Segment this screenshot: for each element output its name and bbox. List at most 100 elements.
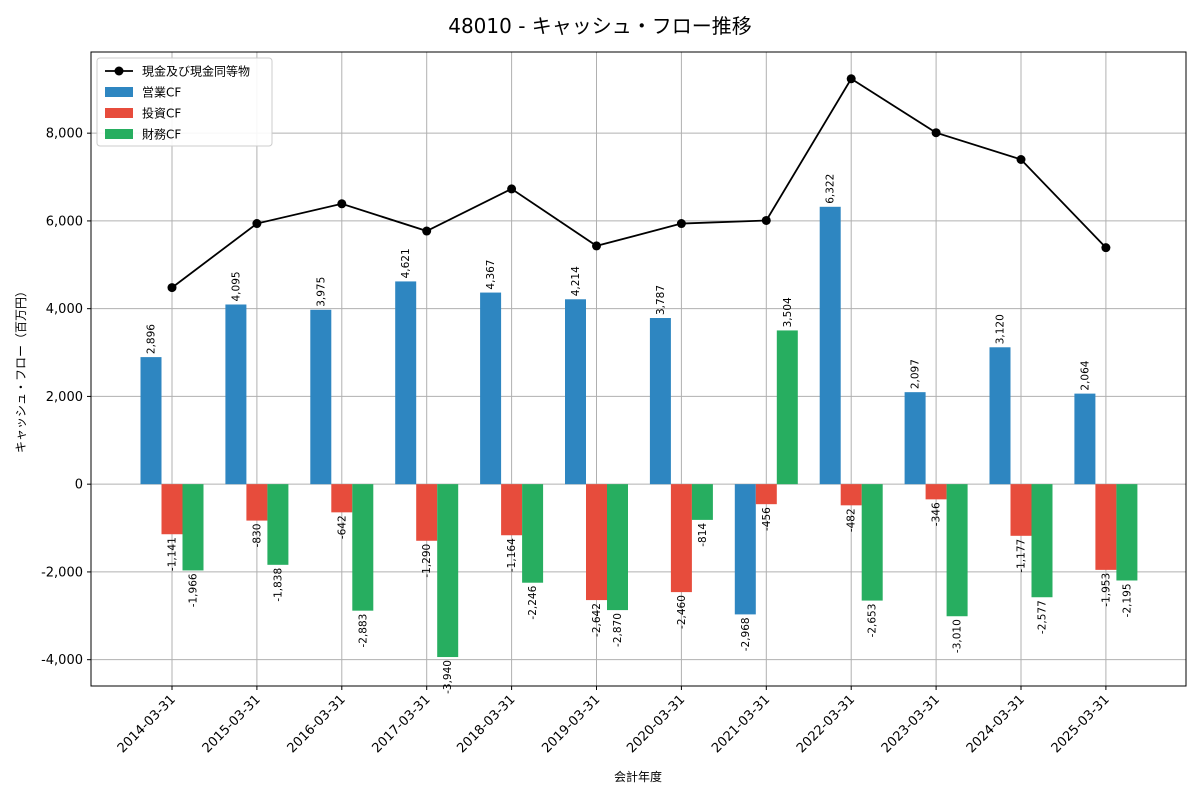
legend-swatch xyxy=(105,108,133,118)
bar-value-label: 4,367 xyxy=(485,260,497,290)
legend-marker xyxy=(114,66,124,76)
bar-value-label: -2,653 xyxy=(867,604,879,638)
bar-value-label: 4,214 xyxy=(570,266,582,296)
bar-value-label: -814 xyxy=(697,523,709,547)
bar-value-label: 2,064 xyxy=(1079,360,1091,390)
bar xyxy=(225,304,247,485)
legend-label: 営業CF xyxy=(142,86,181,100)
bar-value-label: -2,883 xyxy=(357,614,369,648)
bar-value-label: -2,246 xyxy=(527,585,539,619)
bar-value-label: 2,097 xyxy=(910,359,922,389)
cash-line xyxy=(171,77,1107,289)
plot-frame xyxy=(90,51,1187,687)
bar-value-label: -482 xyxy=(846,508,858,532)
x-tick-label: 2016-03-31 xyxy=(285,692,349,756)
x-axis-title: 会計年度 xyxy=(614,769,662,784)
bar xyxy=(161,484,183,535)
bar-value-label: -2,968 xyxy=(740,617,752,651)
bar-value-label: 6,322 xyxy=(825,174,837,204)
bar-value-label: 3,787 xyxy=(655,285,667,315)
cash-point xyxy=(167,283,177,293)
bar-value-label: -2,577 xyxy=(1037,600,1049,634)
legend-box xyxy=(96,57,273,147)
bar-value-label: -456 xyxy=(761,507,773,531)
bar xyxy=(565,299,586,485)
bar xyxy=(437,484,459,658)
bar-value-label: -2,642 xyxy=(591,603,603,637)
bar xyxy=(182,484,204,571)
bar xyxy=(1031,484,1053,598)
y-tick-label: -2,000 xyxy=(41,565,83,580)
bar-value-label: -1,966 xyxy=(188,573,200,607)
x-tick-label: 2019-03-31 xyxy=(539,692,603,756)
bar-value-label: -642 xyxy=(336,515,348,539)
bar-value-label: -1,953 xyxy=(1100,573,1112,607)
bar xyxy=(691,484,713,520)
bar xyxy=(395,281,417,485)
y-tick-label: 8,000 xyxy=(46,127,83,142)
x-tick-label: 2023-03-31 xyxy=(879,692,943,756)
cash-point xyxy=(337,199,347,209)
bar xyxy=(1116,484,1138,581)
bar xyxy=(755,484,777,505)
bar xyxy=(925,484,947,500)
bar xyxy=(670,484,692,593)
cash-point xyxy=(761,215,771,225)
cash-point xyxy=(676,219,686,229)
cash-point xyxy=(507,184,517,194)
bar-value-label: -3,010 xyxy=(952,619,964,653)
x-tick-label: 2017-03-31 xyxy=(369,692,433,756)
bar xyxy=(607,484,628,611)
bar xyxy=(776,330,798,485)
label-layer: 2,896 4,095 3,975 4,621 4,367 4,214 3,787 -2,96… xyxy=(146,174,1134,694)
bar-value-label: -1,838 xyxy=(272,568,284,602)
y-axis-title: キャッシュ・フロー（百万円） xyxy=(14,285,28,453)
x-tick-label: 2021-03-31 xyxy=(709,692,773,756)
bar xyxy=(904,392,926,485)
legend-label: 財務CF xyxy=(142,127,181,142)
cash-point xyxy=(592,241,601,251)
bar-value-label: -2,460 xyxy=(676,595,688,629)
cash-point xyxy=(422,226,432,236)
legend-swatch xyxy=(105,87,133,97)
legend-label: 投資CF xyxy=(142,106,181,121)
bar xyxy=(352,484,374,611)
x-tick-label: 2020-03-31 xyxy=(624,692,688,756)
bar-layer xyxy=(140,206,1138,658)
bar-value-label: -1,177 xyxy=(1016,539,1028,573)
bar xyxy=(946,484,968,617)
bar xyxy=(649,318,671,485)
bar xyxy=(522,484,544,583)
bar xyxy=(1074,393,1096,485)
bar xyxy=(331,484,353,513)
bar xyxy=(267,484,289,565)
cash-point xyxy=(1101,243,1111,253)
bar xyxy=(501,484,523,536)
bar-value-label: -1,164 xyxy=(506,538,518,572)
bar-value-label: 3,120 xyxy=(995,314,1007,344)
bar xyxy=(861,484,883,601)
bar-value-label: -1,141 xyxy=(167,537,179,571)
legend-label: 現金及び現金同等物 xyxy=(142,64,250,79)
grid-layer xyxy=(91,52,1186,686)
x-tick-label: 2025-03-31 xyxy=(1049,692,1113,756)
bar xyxy=(989,347,1011,485)
bar xyxy=(480,292,502,485)
x-tick-label: 2014-03-31 xyxy=(115,692,179,756)
bar-value-label: 3,504 xyxy=(782,297,794,327)
bar xyxy=(1010,484,1032,536)
legend-swatch xyxy=(105,129,133,139)
y-tick-label: -4,000 xyxy=(41,653,83,668)
bar-value-label: -2,870 xyxy=(612,613,624,647)
y-tick-label: 6,000 xyxy=(46,214,83,229)
bar xyxy=(586,484,607,601)
x-tick-label: 2018-03-31 xyxy=(454,692,518,756)
cash-point xyxy=(1016,154,1026,164)
bar-value-label: 4,095 xyxy=(230,271,242,301)
bar-value-label: 3,975 xyxy=(315,277,327,307)
bar xyxy=(416,484,438,541)
bar-value-label: 4,621 xyxy=(400,248,412,278)
line-layer xyxy=(167,74,1111,293)
y-tick-label: 4,000 xyxy=(46,302,83,317)
